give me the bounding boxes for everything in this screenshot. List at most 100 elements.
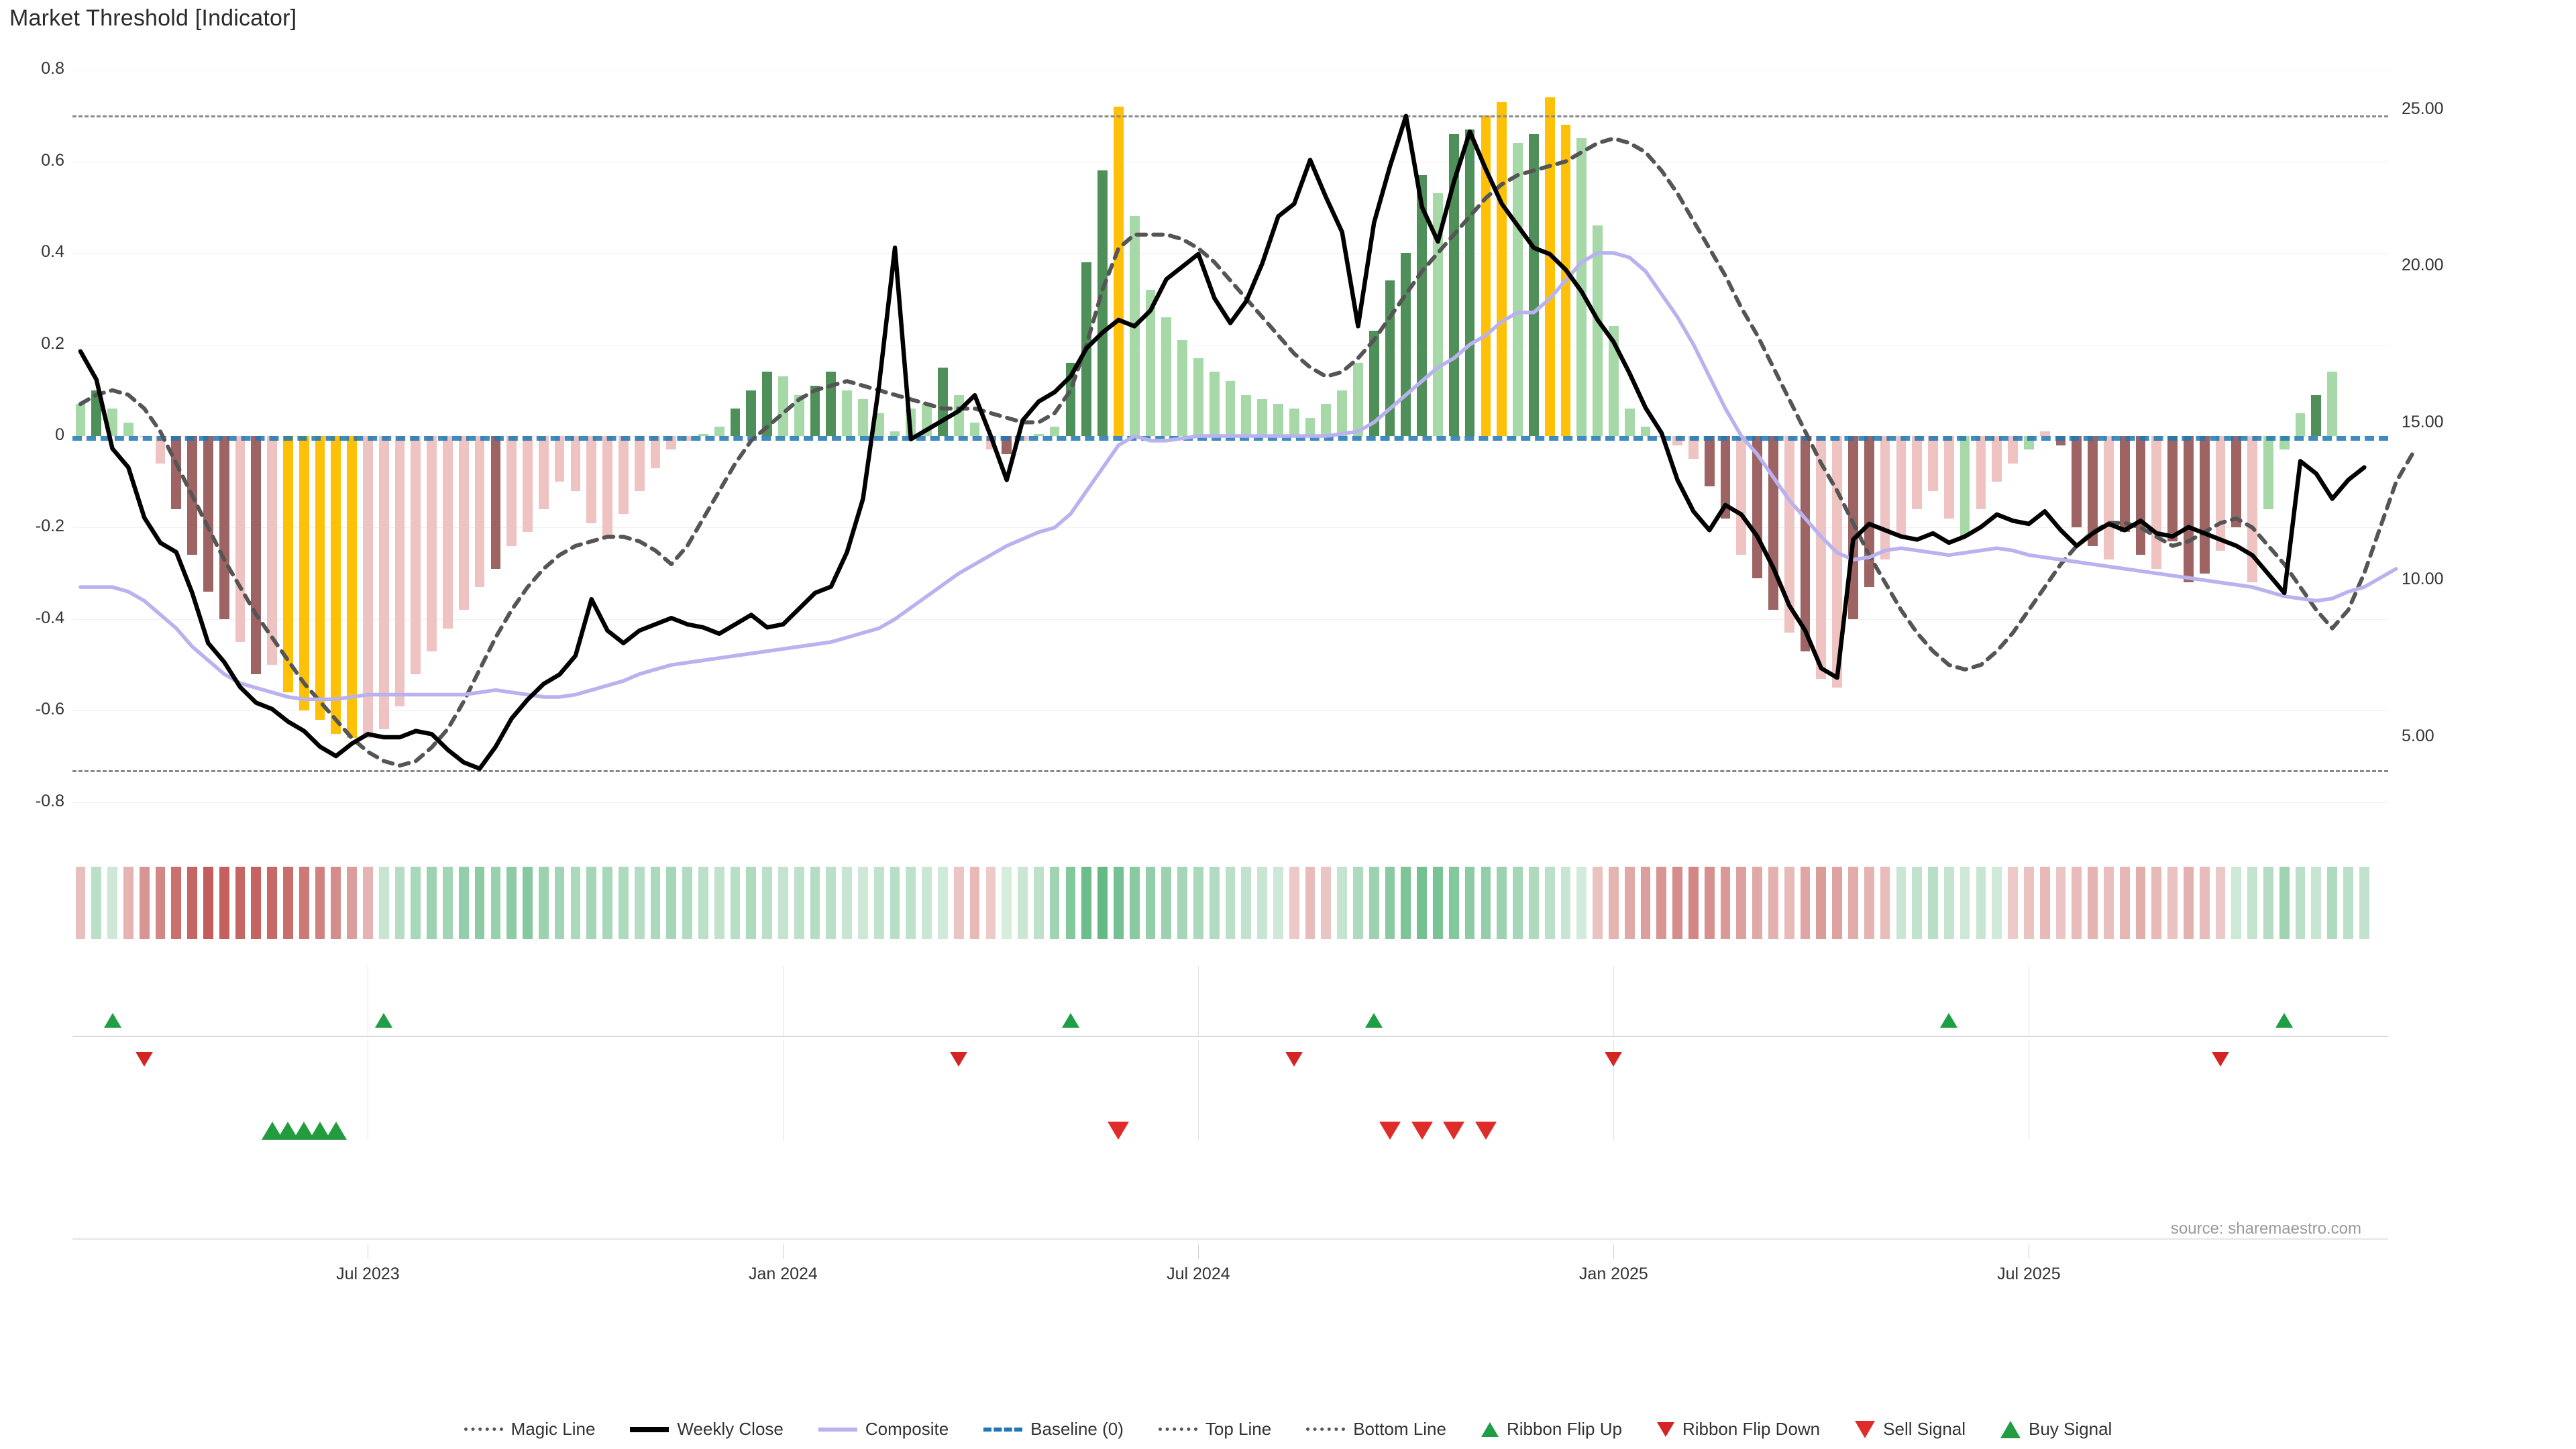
legend-swatch-icon (1855, 1420, 1876, 1438)
threshold-bar (1912, 436, 1923, 510)
threshold-bar (778, 376, 788, 436)
sell-signal-marker (1379, 1122, 1401, 1140)
ribbon-cell (1736, 867, 1747, 939)
ribbon-cell (267, 867, 277, 939)
weekly-close-line (78, 113, 2367, 771)
ribbon-cell (586, 867, 597, 939)
ribbon-cell (107, 867, 117, 939)
threshold-bar (2039, 431, 2050, 436)
top-line (72, 115, 2388, 118)
ribbon-cell (1593, 867, 1603, 939)
threshold-bar (1928, 436, 1938, 491)
threshold-bar (219, 436, 229, 619)
threshold-bar (858, 399, 868, 436)
ribbon-cell (2327, 867, 2338, 939)
ribbon-cell (1417, 867, 1428, 939)
ribbon-cell (953, 867, 964, 939)
ribbon-cell (1368, 867, 1379, 939)
threshold-bar (634, 436, 645, 491)
ribbon-cell (730, 867, 741, 939)
legend-item[interactable]: Bottom Line (1306, 1419, 1446, 1440)
ribbon-cell (1656, 867, 1667, 939)
x-tick-label: Jul 2025 (1997, 1265, 2061, 1283)
y-tick-label: -0.4 (35, 608, 64, 627)
ribbon-cell (922, 867, 932, 939)
ribbon-flip-up-marker (375, 1013, 393, 1028)
threshold-bar (427, 436, 437, 651)
ribbon-cell (1065, 867, 1076, 939)
legend-item[interactable]: Top Line (1158, 1419, 1271, 1440)
ribbon-cell (1497, 867, 1507, 939)
ribbon-cell (75, 867, 86, 939)
legend-item[interactable]: Weekly Close (630, 1419, 784, 1440)
y-tick-label-right: 5.00 (2402, 727, 2434, 746)
ribbon-cell (363, 867, 373, 939)
y-tick-label: 0.4 (41, 242, 64, 262)
sell-signal-marker (1411, 1122, 1433, 1140)
threshold-bar (2184, 436, 2194, 583)
ribbon-cell (2359, 867, 2369, 939)
legend-item[interactable]: Ribbon Flip Down (1656, 1419, 1820, 1440)
threshold-bar (1321, 404, 1332, 436)
ribbon-cell (1161, 867, 1172, 939)
bottom-line (72, 770, 2388, 773)
threshold-bar (1337, 390, 1348, 436)
threshold-bar (267, 436, 277, 665)
ribbon-cell (1544, 867, 1555, 939)
threshold-bar (1353, 362, 1363, 436)
threshold-bar (378, 436, 389, 729)
legend-item[interactable]: Magic Line (464, 1419, 595, 1440)
ribbon-cell (810, 867, 820, 939)
marker-grid-line (1613, 966, 1615, 1036)
threshold-bar (523, 436, 533, 533)
ribbon-cell (1560, 867, 1571, 939)
legend-label: Buy Signal (2029, 1419, 2112, 1439)
ribbon-cell (427, 867, 437, 939)
y-tick-label: 0.8 (41, 59, 64, 78)
threshold-bar (1385, 280, 1395, 436)
y-tick-label: 0 (55, 425, 64, 444)
ribbon-cell (331, 867, 341, 939)
threshold-bar (2231, 436, 2242, 528)
y-tick-label-right: 20.00 (2402, 256, 2444, 275)
threshold-bar (347, 436, 357, 739)
threshold-bar (730, 409, 741, 436)
legend-label: Ribbon Flip Up (1506, 1419, 1622, 1439)
ribbon-cell (506, 867, 517, 939)
ribbon-cell (299, 867, 309, 939)
marker-grid-line (783, 1040, 784, 1140)
x-tick-label: Jan 2025 (1578, 1265, 1648, 1283)
threshold-bar (586, 436, 597, 523)
legend-item[interactable]: Baseline (0) (983, 1419, 1124, 1440)
threshold-bar (1513, 143, 1523, 436)
ribbon-cell (2008, 867, 2018, 939)
threshold-bar (394, 436, 405, 706)
threshold-bar (2008, 436, 2018, 464)
y-tick-label-right: 10.00 (2402, 570, 2444, 589)
ribbon-flip-down-marker (950, 1052, 968, 1067)
legend-item[interactable]: Composite (818, 1419, 949, 1440)
legend-item[interactable]: Sell Signal (1855, 1419, 1966, 1440)
threshold-bar (538, 436, 549, 510)
ribbon-cell (2023, 867, 2034, 939)
ribbon-cell (634, 867, 645, 939)
ribbon-cell (378, 867, 389, 939)
ribbon-cell (570, 867, 581, 939)
legend-item[interactable]: Buy Signal (2000, 1419, 2112, 1440)
threshold-bar (1209, 372, 1220, 436)
threshold-bar (75, 404, 86, 436)
ribbon-cell (1576, 867, 1587, 939)
ribbon-cell (2263, 867, 2273, 939)
ribbon-cell (2279, 867, 2290, 939)
legend-item[interactable]: Ribbon Flip Up (1481, 1419, 1622, 1440)
ribbon-cell (1081, 867, 1092, 939)
threshold-bar (618, 436, 629, 514)
threshold-bar (810, 385, 820, 436)
ribbon-cell (842, 867, 852, 939)
gridline (72, 619, 2388, 620)
ribbon-cell (873, 867, 884, 939)
sell-signal-marker (1474, 1122, 1497, 1140)
legend-swatch-icon (818, 1427, 857, 1432)
threshold-bar (1225, 381, 1236, 436)
